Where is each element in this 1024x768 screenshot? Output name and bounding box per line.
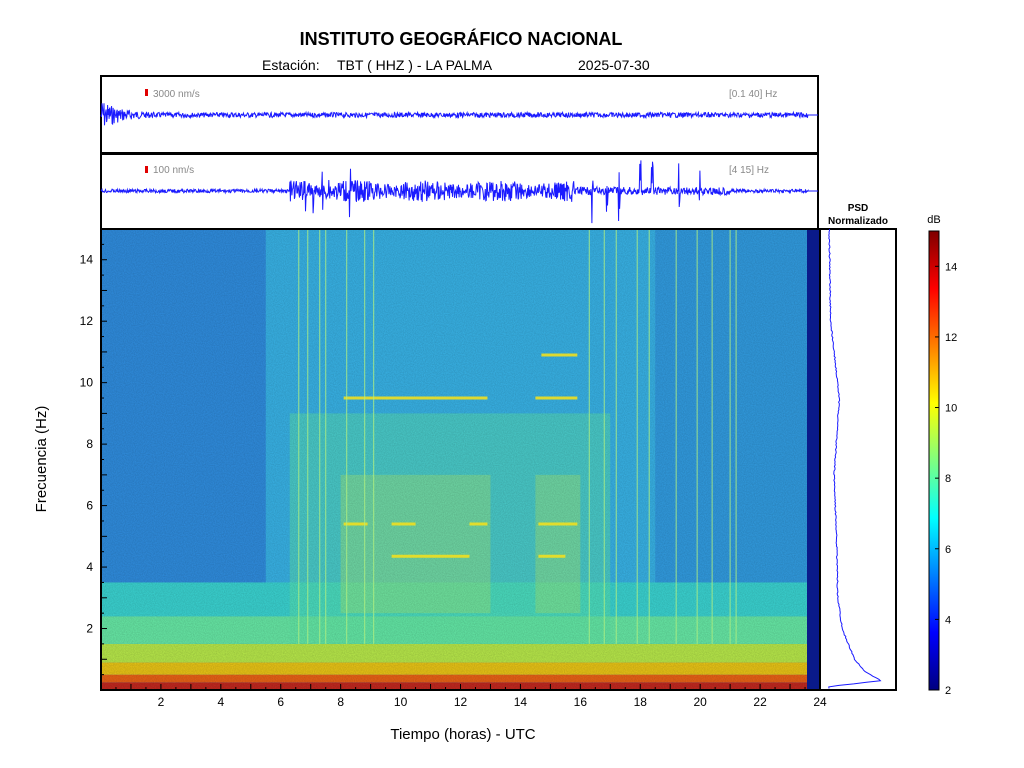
y-tick-label: 2: [86, 622, 93, 636]
x-tick-label: 14: [514, 695, 528, 709]
psd-subtitle: Normalizado: [828, 216, 888, 227]
y-tick-label: 8: [86, 437, 93, 451]
psd-title: PSD: [848, 203, 869, 214]
trace2-band-label: [4 15] Hz: [729, 165, 769, 176]
y-tick-label: 6: [86, 499, 93, 513]
y-tick-label: 4: [86, 560, 93, 574]
colorbar-ticks: 2 4 6 8 10 12 14: [935, 261, 957, 697]
date-label: 2025-07-30: [578, 57, 650, 73]
x-axis-label: Tiempo (horas) - UTC: [390, 726, 535, 743]
x-tick-label: 24: [813, 695, 827, 709]
colorbar-tick-label: 8: [945, 473, 951, 485]
x-tick-label: 16: [574, 695, 588, 709]
colorbar-tick-label: 2: [945, 685, 951, 697]
psd-curve: [828, 228, 882, 689]
y-axis-ticks: 2 4 6 8 10 12 14: [80, 228, 107, 691]
colorbar-tick-label: 6: [945, 544, 951, 556]
scale-marker-icon: [145, 166, 148, 173]
scale-marker-icon: [145, 89, 148, 96]
colorbar-unit: dB: [927, 214, 940, 226]
psd-panel: PSD Normalizado: [819, 203, 897, 691]
spectrogram-noise: [101, 229, 807, 690]
y-tick-label: 10: [80, 376, 94, 390]
trace1-scale-label: 3000 nm/s: [153, 89, 200, 100]
x-tick-label: 6: [277, 695, 284, 709]
seismogram-trace-broadband: [100, 103, 818, 126]
y-tick-label: 12: [80, 314, 94, 328]
colorbar-tick-label: 12: [945, 332, 957, 344]
station-name: TBT ( HHZ ) - LA PALMA: [337, 57, 493, 73]
station-label: Estación:: [262, 57, 320, 73]
colorbar: dB 2 4 6 8 10 12 14: [927, 214, 957, 697]
spectrogram-gap: [807, 229, 820, 690]
x-axis-ticks: 2 4 6 8 10 12 14 16 18 20 22 24: [100, 684, 827, 709]
trace1-band-label: [0.1 40] Hz: [729, 89, 777, 100]
colorbar-tick-label: 14: [945, 261, 957, 273]
colorbar-tick-label: 10: [945, 403, 957, 415]
trace-panel-broadband: 3000 nm/s [0.1 40] Hz: [100, 75, 819, 154]
y-tick-label: 14: [80, 253, 94, 267]
x-tick-label: 10: [394, 695, 408, 709]
y-axis-label: Frecuencia (Hz): [33, 406, 50, 513]
x-tick-label: 18: [634, 695, 648, 709]
trace-panel-filtered: 100 nm/s [4 15] Hz: [100, 153, 819, 230]
x-tick-label: 22: [753, 695, 767, 709]
x-tick-label: 8: [337, 695, 344, 709]
x-tick-label: 4: [217, 695, 224, 709]
page-title: INSTITUTO GEOGRÁFICO NACIONAL: [300, 28, 623, 49]
colorbar-gradient: [928, 230, 940, 691]
colorbar-tick-label: 4: [945, 614, 951, 626]
x-tick-label: 20: [693, 695, 707, 709]
seismogram-trace-filtered: [100, 160, 818, 224]
spectral-lines: [298, 229, 737, 644]
x-tick-label: 12: [454, 695, 468, 709]
trace2-scale-label: 100 nm/s: [153, 165, 194, 176]
x-tick-label: 2: [158, 695, 165, 709]
